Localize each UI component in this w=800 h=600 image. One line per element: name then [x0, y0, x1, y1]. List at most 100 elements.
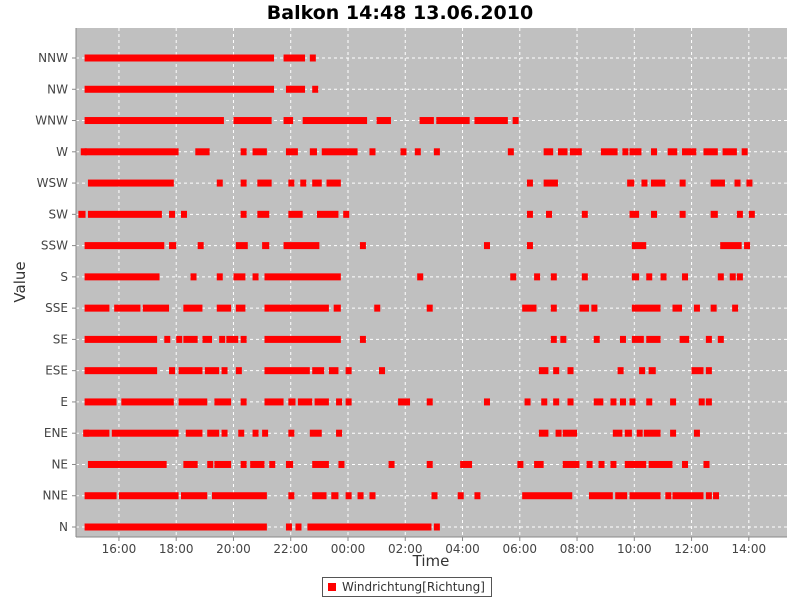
data-segment-nne [672, 492, 704, 500]
data-segment-sse [693, 304, 700, 312]
data-segment-se [226, 335, 239, 343]
data-segment-nne [288, 492, 295, 500]
data-segment-ese [691, 367, 704, 375]
y-axis-label: Value [11, 261, 29, 302]
data-segment-ese [617, 367, 624, 375]
data-segment-se [646, 335, 661, 343]
data-segment-w [543, 148, 554, 156]
data-segment-nnw [309, 54, 316, 62]
chart-title: Balkon 14:48 13.06.2010 [266, 2, 534, 24]
data-segment-ene [636, 429, 643, 437]
data-segment-wnw [512, 117, 519, 125]
data-segment-wnw [233, 117, 272, 125]
data-segment-nne [665, 492, 672, 500]
data-segment-ne [426, 460, 433, 468]
y-tick-label: NNE [42, 489, 68, 503]
plot-area [76, 28, 787, 537]
data-segment-ne [586, 460, 593, 468]
data-segment-e [297, 398, 313, 406]
data-segment-ssw [235, 242, 248, 250]
data-segment-sse [579, 304, 589, 312]
data-segment-ne [562, 460, 580, 468]
x-tick-label: 08:00 [560, 542, 595, 556]
data-segment-sse [264, 304, 329, 312]
y-tick-label: N [59, 520, 68, 534]
data-segment-se [679, 335, 690, 343]
data-segment-wsw [312, 179, 322, 187]
data-segment-e [84, 398, 117, 406]
data-segment-sse [183, 304, 203, 312]
x-tick-label: 14:00 [732, 542, 767, 556]
data-segment-sw [257, 210, 270, 218]
data-segment-w [285, 148, 298, 156]
data-segment-se [202, 335, 212, 343]
data-segment-ne [460, 460, 473, 468]
x-tick-label: 10:00 [617, 542, 652, 556]
data-segment-sw [710, 210, 718, 218]
data-segment-ene [207, 429, 220, 437]
data-segment-sse [710, 304, 717, 312]
data-segment-s [534, 273, 541, 281]
data-segment-s [84, 273, 160, 281]
y-tick-label: ENE [44, 426, 68, 440]
data-segment-s [510, 273, 517, 281]
data-segment-wsw [651, 179, 666, 187]
x-tick-label: 22:00 [273, 542, 308, 556]
axes: 16:00 18:00 20:00 22:00 00:00 02:00 04:00 06:00… [35, 28, 787, 556]
x-tick-label: 06:00 [502, 542, 537, 556]
data-segment-sse [426, 304, 433, 312]
data-segment-s [190, 273, 197, 281]
data-segment-ne [682, 460, 689, 468]
data-segment-se [717, 335, 724, 343]
data-segment-sw [87, 210, 162, 218]
data-segment-ese [178, 367, 203, 375]
data-segment-s [717, 273, 724, 281]
data-segment-ese [379, 367, 386, 375]
data-segment-wsw [627, 179, 635, 187]
data-segment-ne [183, 460, 198, 468]
data-segment-sw [169, 210, 176, 218]
x-tick-label: 00:00 [331, 542, 366, 556]
data-segment-wnw [474, 117, 508, 125]
data-segment-w [600, 148, 618, 156]
data-segment-ene [670, 429, 677, 437]
data-segment-e [483, 398, 490, 406]
data-segment-e [670, 398, 677, 406]
data-segment-n [433, 523, 440, 531]
data-segment-sse [114, 304, 141, 312]
data-segment-se [176, 335, 183, 343]
data-segment-e [345, 398, 352, 406]
data-segment-ene [538, 429, 549, 437]
y-tick-label: NE [51, 457, 68, 471]
data-segment-wsw [746, 179, 753, 187]
data-segment-ene [111, 429, 179, 437]
data-segment-wnw [376, 117, 391, 125]
data-segment-e [426, 398, 433, 406]
y-tick-label: SE [53, 332, 68, 346]
data-segment-n [285, 523, 292, 531]
data-segment-wsw [87, 179, 174, 187]
data-segment-sw [546, 210, 553, 218]
data-segment-s [581, 273, 588, 281]
data-segment-nne [369, 492, 376, 500]
y-tick-label: NNW [38, 51, 68, 65]
data-segment-sse [142, 304, 170, 312]
data-segment-ese [235, 367, 242, 375]
data-segment-s [729, 273, 736, 281]
data-segment-nne [431, 492, 438, 500]
data-segment-e [336, 398, 343, 406]
data-segment-s [660, 273, 667, 281]
data-segment-nne [180, 492, 208, 500]
data-segment-nne [615, 492, 628, 500]
data-segment-wsw [240, 179, 247, 187]
data-segment-nw [312, 85, 319, 93]
data-segment-se [705, 335, 712, 343]
data-segment-w [400, 148, 407, 156]
data-segment-ssw [283, 242, 320, 250]
data-segment-ese [705, 367, 712, 375]
data-segment-ne [610, 460, 617, 468]
data-segment-ne [207, 460, 214, 468]
data-segment-wnw [283, 117, 294, 125]
data-segment-e [553, 398, 560, 406]
data-segment-n [84, 523, 267, 531]
